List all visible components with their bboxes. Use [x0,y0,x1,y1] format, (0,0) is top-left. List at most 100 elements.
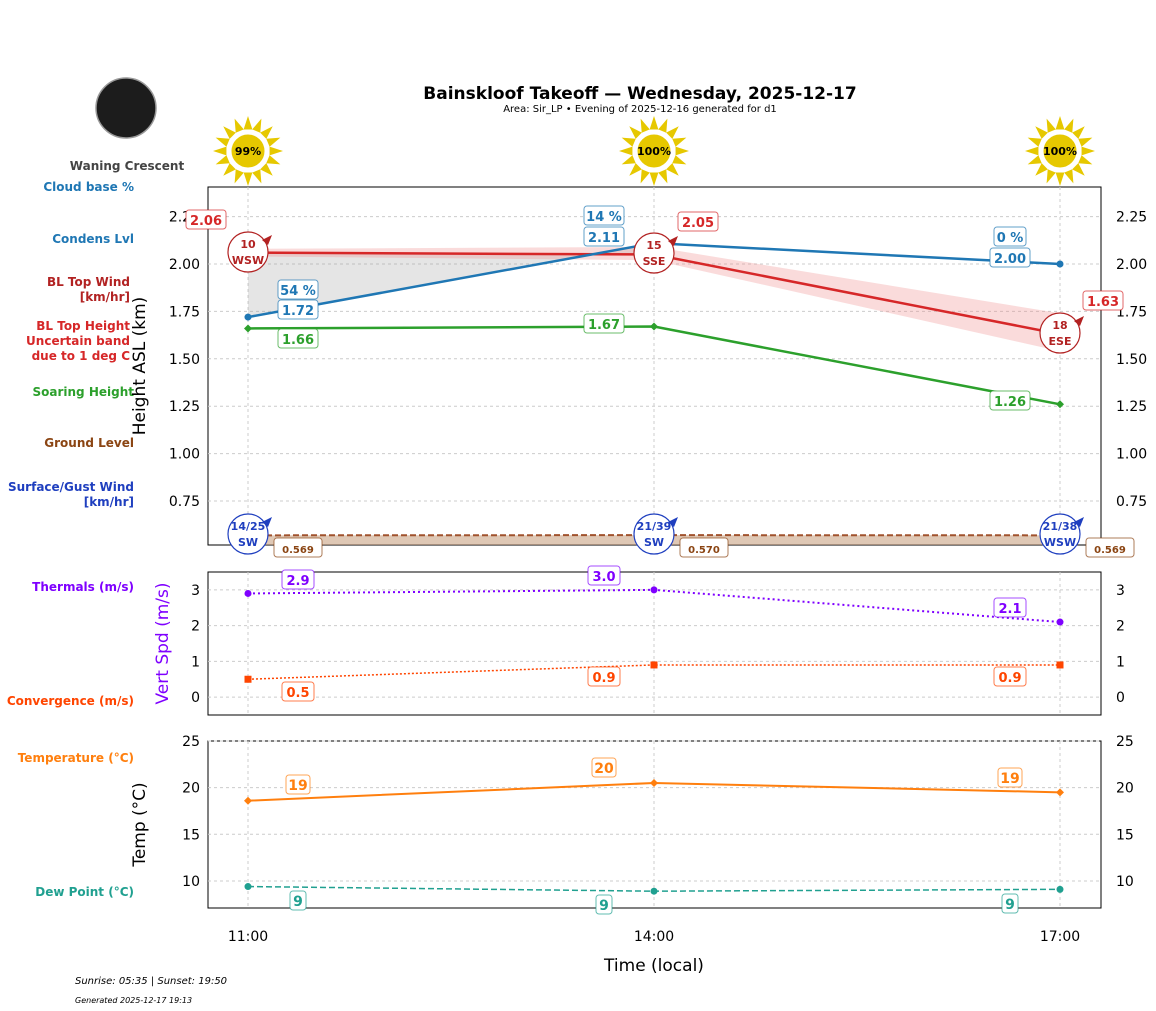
bl-top-label-box [1082,290,1124,311]
y-tick-label: 1.75 [169,304,200,320]
surface-wind-dir: WSW [1044,536,1076,549]
chart-title: Bainskloof Takeoff — Wednesday, 2025-12-… [423,84,856,104]
surface-wind-dir: SW [238,536,258,549]
convergence-point [650,661,658,669]
cloud-base-label-box [277,279,319,300]
y-tick-label-right: 15 [1116,827,1134,843]
ground-label-box [679,537,729,558]
dew-point-label: 9 [599,898,609,914]
y-tick-label-right: 1.75 [1116,304,1147,320]
convergence-label-box [281,681,315,702]
y-tick-label-right: 1 [1116,654,1125,670]
convergence-label-box [993,666,1027,687]
x-tick-label: 17:00 [1040,929,1080,945]
condens-label: 2.00 [994,252,1026,267]
ground-label: 0.570 [688,545,720,556]
cloud-base-label-box [993,226,1027,247]
sun-percent: 100% [1043,145,1077,158]
moon-phase-label: Waning Crescent [70,159,185,173]
bl-top-label-box [677,211,719,232]
thermals-label-box [281,569,315,590]
y-tick-label: 1.00 [169,447,200,463]
y-tick-label-right: 20 [1116,781,1134,797]
dew-point-label: 9 [1005,897,1015,913]
bl-top-band [248,246,1060,352]
bl-top-label: 2.05 [682,216,714,231]
ground-label: 0.569 [1094,545,1126,556]
wind-arrow-icon [262,517,272,527]
side-label: BL Top Height [36,319,130,333]
surface-wind-icon [633,513,675,555]
y-tick-label: 15 [182,827,200,843]
surface-wind-speed: 21/38 [1043,520,1078,533]
y-tick-label-right: 0.75 [1116,494,1147,510]
thermals-label: 2.1 [998,602,1021,617]
generated-time: Generated 2025-12-17 19:13 [75,996,192,1005]
dew-point-point [244,883,252,891]
side-label: Temperature (°C) [18,751,134,765]
convergence-line [247,664,1060,680]
side-label: BL Top Wind [47,275,130,289]
y-tick-label: 25 [182,734,200,750]
bl-wind-dir: SSE [643,255,666,268]
y-tick-label: 1 [191,654,200,670]
thermals-label-box [993,597,1027,618]
y-tick-label-right: 2 [1116,619,1125,635]
temperature-point [244,796,252,805]
y-tick-label: 2 [191,619,200,635]
x-tick-label: 14:00 [634,929,674,945]
y-tick-label: 20 [182,781,200,797]
thermals-point [650,586,658,594]
surface-wind-icon [1039,513,1081,555]
surface-wind-icon [227,513,269,555]
temperature-point [1056,788,1064,797]
soaring-label: 1.67 [588,318,620,333]
condens-point [244,313,252,321]
temperature-label-box [285,774,311,795]
bl-wind-icon [633,232,675,274]
convergence-label: 0.9 [592,671,615,686]
surface-wind-speed: 21/39 [637,520,672,533]
side-label: [km/hr] [80,290,130,304]
cloud-base-label: 0 % [997,231,1024,246]
cloud-base-label-box [583,205,625,226]
temperature-label: 19 [1000,771,1019,787]
side-label: Convergence (m/s) [7,694,134,708]
condens-label-box [583,226,625,247]
condens-label: 1.72 [282,304,314,319]
bl-wind-dir: WSW [232,254,264,267]
sun-rays-icon [213,116,283,186]
y-tick-label-right: 1.00 [1116,447,1147,463]
temperature-label-box [591,757,617,778]
thermals-line [247,588,1061,624]
bl-wind-speed: 10 [240,238,256,251]
cloud-base-label: 54 % [280,284,316,299]
soaring-point [1056,400,1064,409]
sun-percent: 99% [235,145,261,158]
dew-point-label: 9 [293,894,303,910]
dew-point-point [1056,885,1064,893]
thermals-label-box [587,565,621,586]
convergence-point [1056,661,1064,669]
y-tick-label: 3 [191,583,200,599]
thermals-point [244,589,252,597]
soaring-point [650,322,658,331]
side-label: due to 1 deg C [32,349,131,363]
soaring-label: 1.26 [994,395,1026,410]
x-axis-label: Time (local) [603,956,704,976]
thermals-label: 2.9 [286,574,309,589]
convergence-label: 0.9 [998,671,1021,686]
y-axis-label: Height ASL (km) [130,297,150,436]
bl-top-label: 1.63 [1087,295,1119,310]
side-label: [km/hr] [84,495,134,509]
temperature-label: 20 [594,761,614,777]
bl-wind-speed: 15 [646,239,661,252]
cloud-base-label: 14 % [586,210,622,225]
bl-wind-speed: 18 [1052,319,1067,332]
wind-arrow-icon [668,517,678,527]
y-tick-label: 0 [191,690,200,706]
y-tick-label-right: 10 [1116,874,1134,890]
bl-top-label-box [185,209,227,230]
bl-wind-icon [227,231,269,273]
